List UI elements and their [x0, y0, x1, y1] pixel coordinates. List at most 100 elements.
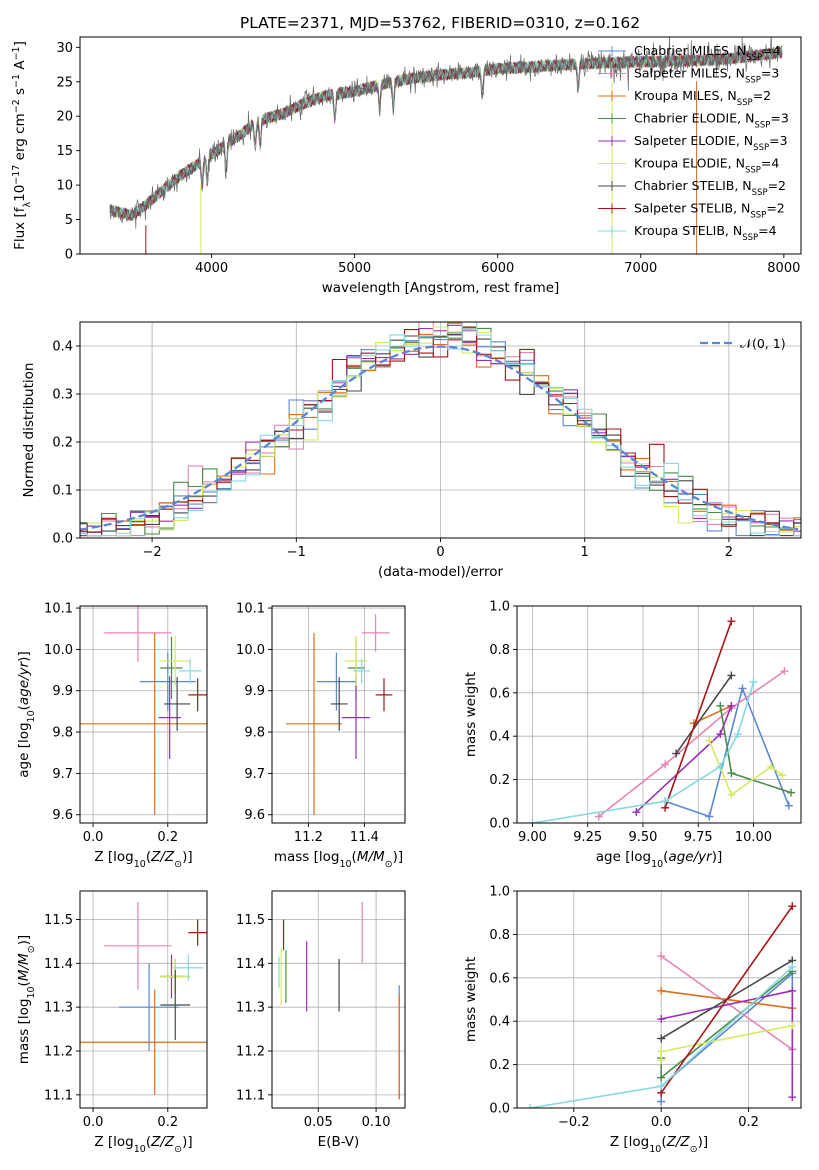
y-axis-label: age [log10(age/yr)]	[16, 651, 37, 777]
y-tick-label: 0.4	[489, 730, 510, 745]
data-point	[767, 762, 776, 771]
y-tick-label: 30	[56, 41, 73, 56]
y-tick-label: 10.0	[44, 643, 73, 658]
errorbar-kroupa-stelib	[178, 658, 202, 684]
data-point	[787, 788, 796, 797]
data-point	[657, 1073, 666, 1082]
x-tick-label: 0.2	[157, 830, 178, 845]
x-tick-label: −2	[143, 545, 162, 560]
errorbar-chabrier-stelib	[160, 969, 191, 1041]
data-point	[727, 701, 736, 710]
x-tick-label: 0.2	[738, 1115, 759, 1130]
histograms	[80, 322, 801, 537]
normal-reference-curve	[80, 345, 799, 531]
x-tick-label: 5000	[338, 261, 371, 276]
x-tick-label: −1	[287, 545, 306, 560]
series-line	[598, 670, 785, 818]
data-point	[727, 617, 736, 626]
x-tick-label: 9.50	[629, 830, 658, 845]
legend-label-chabrier-elodie: Chabrier ELODIE, NSSP=3	[634, 111, 789, 131]
y-axis-label: mass [log10(M/M⊙)]	[16, 935, 37, 1064]
series-salpeter-elodie	[632, 701, 736, 817]
series-kroupa-elodie	[657, 1021, 797, 1065]
y-tick-label: 9.6	[52, 808, 73, 823]
data-point	[788, 902, 797, 911]
axes-frame	[271, 605, 406, 824]
data-point	[657, 1097, 666, 1106]
x-tick-label: 1	[581, 545, 589, 560]
data-point	[657, 1015, 666, 1024]
errorbar-kroupa-miles	[80, 989, 207, 1095]
y-tick-label: 1.0	[489, 600, 510, 615]
x-tick-label: 0.0	[83, 1115, 104, 1130]
y-tick-label: 1.0	[489, 885, 510, 900]
spectrum-lines	[109, 37, 783, 254]
age-vs-mass-panel: 11.2 11.4 9.6 9.7 9.8 9.9 10.0 10.1 mass [log10(…	[236, 602, 406, 870]
data-point	[657, 1034, 666, 1043]
data-point	[526, 1104, 535, 1108]
errorbar-salpeter-miles	[104, 901, 172, 990]
age-vs-Z-panel: 0.0 0.2 9.6 9.7 9.8 9.9 10.0 10.1 Z [log10(Z/Z⊙)…	[16, 602, 208, 870]
y-axis-label: mass weight	[463, 672, 479, 757]
x-axis-label: Z [log10(Z/Z⊙)]	[610, 1134, 708, 1155]
data-point	[657, 986, 666, 995]
y-tick-label: 0.3	[52, 388, 73, 403]
y-tick-label: 0	[65, 248, 73, 263]
axes-frame	[79, 36, 802, 255]
x-tick-label: 4000	[195, 261, 228, 276]
x-tick-label: 0.10	[362, 1115, 391, 1130]
errorbars	[278, 901, 400, 1100]
x-tick-label: 2	[725, 545, 733, 560]
series	[526, 902, 797, 1108]
data-point	[661, 797, 670, 806]
y-tick-label: 9.8	[52, 726, 73, 741]
x-tick-label: 6000	[481, 261, 514, 276]
y-tick-label: 9.7	[52, 767, 73, 782]
data-point	[780, 667, 789, 676]
data-point	[788, 1021, 797, 1030]
data-point	[738, 684, 747, 693]
weight-vs-Z-panel: −0.2 0.0 0.2 0.0 0.2 0.4 0.6 0.8 1.0 Z [log10(Z/Z…	[463, 885, 802, 1155]
y-tick-label: 5	[65, 213, 73, 228]
y-tick-label: 9.6	[244, 808, 265, 823]
series-line	[675, 674, 733, 755]
y-tick-label: 11.3	[44, 1001, 73, 1016]
y-tick-label: 0.8	[489, 928, 510, 943]
errorbar-salpeter-elodie	[342, 676, 370, 759]
x-axis-label: (data-model)/error	[378, 564, 504, 580]
errorbar-chabrier-miles	[316, 652, 356, 711]
axes-frame	[79, 605, 208, 824]
errorbar-chabrier-stelib	[330, 677, 348, 731]
y-tick-label: 0.4	[52, 340, 73, 355]
errorbar-kroupa-stelib	[173, 954, 204, 981]
series-kroupa-stelib	[528, 677, 758, 823]
x-tick-label: 9.75	[684, 830, 713, 845]
x-tick-label: 0.0	[651, 1115, 672, 1130]
axes-frame	[79, 890, 208, 1109]
series-line	[660, 905, 793, 1094]
x-axis-label: Z [log10(Z/Z⊙)]	[94, 1134, 192, 1155]
y-tick-label: 11.4	[44, 957, 73, 972]
x-axis-label: E(B-V)	[318, 1134, 360, 1150]
x-tick-label: 0.05	[304, 1115, 333, 1130]
data-point	[749, 677, 758, 686]
y-tick-label: 10	[56, 179, 73, 194]
series-salpeter-elodie	[657, 986, 797, 1102]
x-axis-label: mass [log10(M/M⊙)]	[274, 849, 403, 870]
errorbars	[80, 901, 207, 1095]
series-salpeter-miles	[594, 667, 789, 821]
axes-frame	[516, 605, 802, 824]
errorbar-kroupa-stelib	[353, 658, 370, 684]
data-point	[788, 1093, 797, 1102]
y-tick-label: 9.7	[244, 767, 265, 782]
y-tick-label: 0.6	[489, 686, 510, 701]
histogram-kroupa-stelib	[80, 322, 801, 537]
y-tick-label: 25	[56, 75, 73, 90]
data-point	[716, 730, 725, 739]
x-tick-label: 11.4	[350, 830, 379, 845]
legend-label-kroupa-miles: Kroupa MILES, NSSP=2	[634, 88, 771, 108]
observed-spectrum	[109, 37, 783, 229]
y-tick-label: 0.2	[489, 773, 510, 788]
errorbars	[80, 606, 207, 815]
series-chabrier-elodie	[716, 701, 796, 797]
